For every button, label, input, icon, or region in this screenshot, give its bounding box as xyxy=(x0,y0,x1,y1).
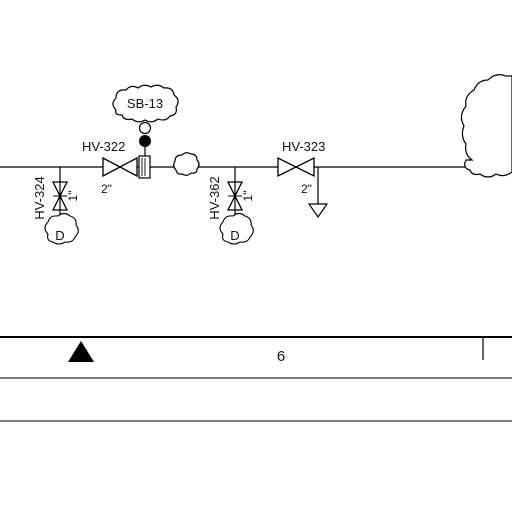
hv-322-size: 2" xyxy=(101,182,112,196)
sb-13-tag: SB-13 xyxy=(127,96,163,111)
hv-362-valve-assembly[interactable]: D HV-362 1" xyxy=(207,167,255,245)
hv-322-actuator-box xyxy=(138,155,151,179)
hv-322-valve-assembly[interactable]: SB-13 HV-322 2" xyxy=(82,84,179,196)
title-block: 6 xyxy=(0,336,512,422)
hv-362-tag: HV-362 xyxy=(207,176,222,219)
sb-13-tag-cloud-icon xyxy=(112,84,179,123)
hv-323-size: 2" xyxy=(301,182,312,196)
hv-362-size: 1" xyxy=(241,191,255,202)
title-block-cell-value: 6 xyxy=(277,348,285,365)
drain-cloud-left-icon xyxy=(44,212,79,245)
hv-322-valve-body-icon xyxy=(102,156,138,178)
hv-322-tag: HV-322 xyxy=(82,139,125,154)
hv-324-tag: HV-324 xyxy=(32,176,47,219)
hv-323-tag: HV-323 xyxy=(282,139,325,154)
hv-323-valve-assembly[interactable]: HV-323 2" xyxy=(277,139,329,219)
hv-362-valve-body-icon xyxy=(226,181,244,211)
revision-triangle-icon xyxy=(68,341,94,362)
drain-right-label: D xyxy=(230,228,239,243)
hv-324-valve-body-icon xyxy=(51,181,69,211)
small-revision-cloud xyxy=(173,152,200,176)
drain-left-label: D xyxy=(55,228,64,243)
sb-13-open-circle-icon xyxy=(138,121,152,135)
hv-324-valve-assembly[interactable]: D HV-324 1" xyxy=(32,167,80,245)
drain-cloud-right-icon xyxy=(219,212,254,245)
sb-13-solenoid-icon xyxy=(139,135,151,147)
hv-324-size: 1" xyxy=(66,191,80,202)
revision-cloud-right xyxy=(460,74,512,178)
hv-323-valve-body-icon xyxy=(277,156,315,178)
hv-323-vent-triangle-icon xyxy=(307,203,329,219)
